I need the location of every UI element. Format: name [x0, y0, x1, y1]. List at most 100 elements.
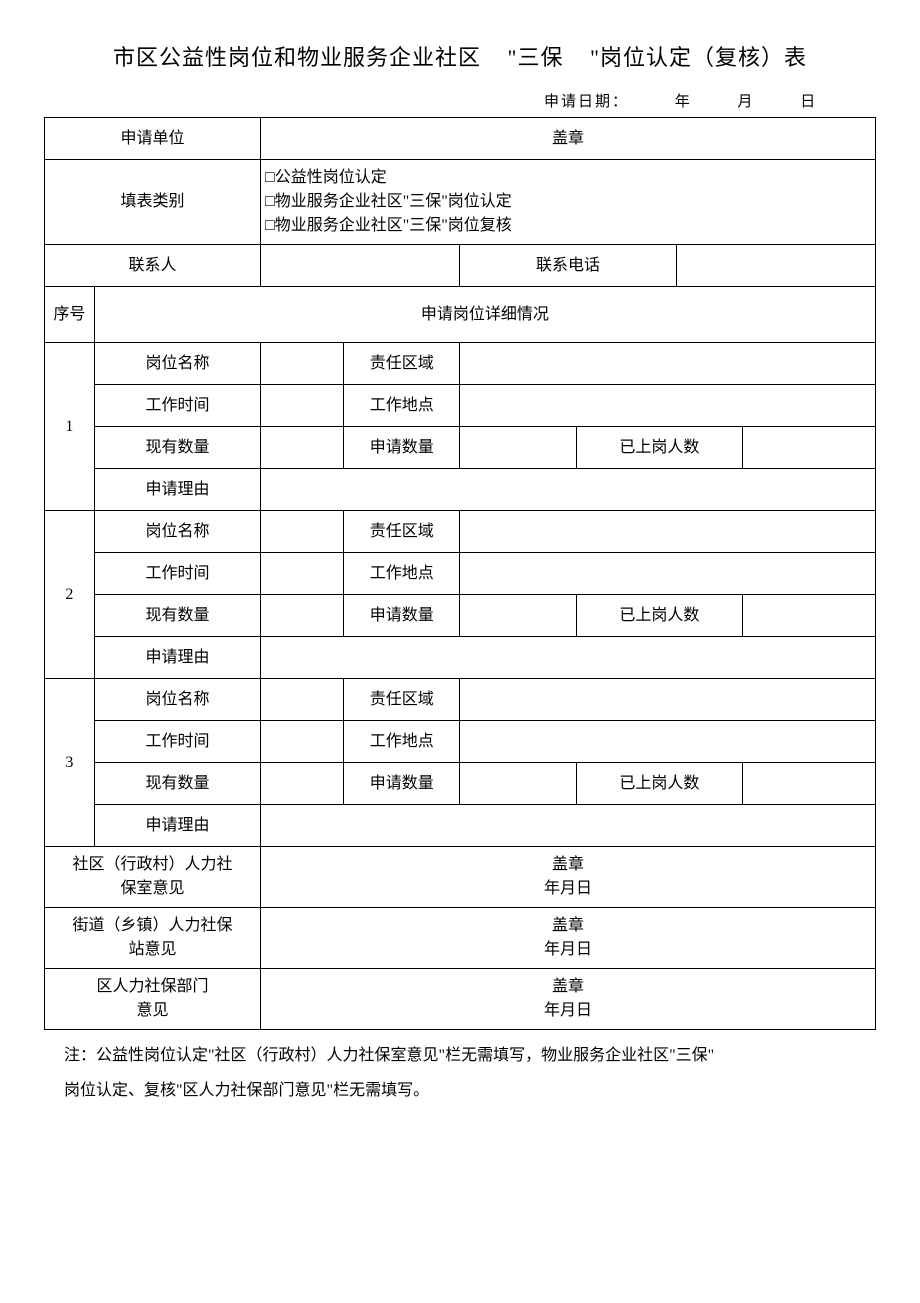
value-phone[interactable] — [676, 245, 875, 287]
pos2-row1: 2 岗位名称 责任区域 — [45, 511, 876, 553]
opinion3-label-l1: 区人力社保部门 — [49, 975, 256, 999]
footnote-line1: 注：公益性岗位认定"社区（行政村）人力社保室意见"栏无需填写，物业服务企业社区"… — [64, 1038, 856, 1073]
pos2-apply-count[interactable] — [460, 595, 576, 637]
footnote-line2: 岗位认定、复核"区人力社保部门意见"栏无需填写。 — [64, 1073, 856, 1108]
opinion2-label-l1: 街道（乡镇）人力社保 — [49, 914, 256, 938]
label-post-name: 岗位名称 — [94, 679, 260, 721]
label-applicant-unit: 申请单位 — [45, 118, 261, 160]
label-post-name: 岗位名称 — [94, 511, 260, 553]
opinion1-label: 社区（行政村）人力社 保室意见 — [45, 847, 261, 908]
label-details: 申请岗位详细情况 — [94, 287, 875, 343]
label-reason: 申请理由 — [94, 637, 260, 679]
label-work-time: 工作时间 — [94, 553, 260, 595]
label-seq: 序号 — [45, 287, 95, 343]
pos1-row4: 申请理由 — [45, 469, 876, 511]
pos3-row3: 现有数量 申请数量 已上岗人数 — [45, 763, 876, 805]
pos2-seq: 2 — [45, 511, 95, 679]
pos3-seq: 3 — [45, 679, 95, 847]
form-table: 申请单位 盖章 填表类别 □公益性岗位认定 □物业服务企业社区"三保"岗位认定 … — [44, 117, 876, 1030]
label-work-time: 工作时间 — [94, 385, 260, 427]
pos1-current-count[interactable] — [261, 427, 344, 469]
label-work-place: 工作地点 — [344, 385, 460, 427]
pos3-row4: 申请理由 — [45, 805, 876, 847]
application-date-line: 申请日期： 年 月 日 — [44, 90, 876, 111]
label-work-place: 工作地点 — [344, 721, 460, 763]
label-apply-count: 申请数量 — [344, 595, 460, 637]
page-title: 市区公益性岗位和物业服务企业社区 "三保 "岗位认定（复核）表 — [44, 40, 876, 72]
pos3-work-time[interactable] — [261, 721, 344, 763]
footnote: 注：公益性岗位认定"社区（行政村）人力社保室意见"栏无需填写，物业服务企业社区"… — [44, 1030, 876, 1108]
pos2-reason[interactable] — [261, 637, 876, 679]
opinion3-label: 区人力社保部门 意见 — [45, 969, 261, 1030]
pos1-seq: 1 — [45, 343, 95, 511]
opinion3-seal: 盖章 — [265, 975, 871, 999]
row-form-type: 填表类别 □公益性岗位认定 □物业服务企业社区"三保"岗位认定 □物业服务企业社… — [45, 160, 876, 245]
pos3-current-count[interactable] — [261, 763, 344, 805]
pos3-reason[interactable] — [261, 805, 876, 847]
pos2-work-time[interactable] — [261, 553, 344, 595]
opinion1-date: 年月日 — [265, 877, 871, 901]
pos2-resp-area[interactable] — [460, 511, 876, 553]
label-work-time: 工作时间 — [94, 721, 260, 763]
pos1-onboard-count[interactable] — [742, 427, 875, 469]
opinion1-label-l1: 社区（行政村）人力社 — [49, 853, 256, 877]
pos1-row3: 现有数量 申请数量 已上岗人数 — [45, 427, 876, 469]
label-resp-area: 责任区域 — [344, 511, 460, 553]
label-current-count: 现有数量 — [94, 595, 260, 637]
opinion3-value[interactable]: 盖章 年月日 — [261, 969, 876, 1030]
pos3-resp-area[interactable] — [460, 679, 876, 721]
label-onboard-count: 已上岗人数 — [576, 427, 742, 469]
pos2-row3: 现有数量 申请数量 已上岗人数 — [45, 595, 876, 637]
label-resp-area: 责任区域 — [344, 343, 460, 385]
label-contact: 联系人 — [45, 245, 261, 287]
opinion2-seal: 盖章 — [265, 914, 871, 938]
pos3-apply-count[interactable] — [460, 763, 576, 805]
checkbox-option-sanbao-certify[interactable]: □物业服务企业社区"三保"岗位认定 — [265, 190, 871, 214]
pos3-post-name[interactable] — [261, 679, 344, 721]
pos1-reason[interactable] — [261, 469, 876, 511]
label-reason: 申请理由 — [94, 805, 260, 847]
value-applicant-unit[interactable]: 盖章 — [261, 118, 876, 160]
pos1-resp-area[interactable] — [460, 343, 876, 385]
pos1-post-name[interactable] — [261, 343, 344, 385]
opinion3-label-l2: 意见 — [49, 999, 256, 1023]
pos1-apply-count[interactable] — [460, 427, 576, 469]
label-onboard-count: 已上岗人数 — [576, 595, 742, 637]
label-onboard-count: 已上岗人数 — [576, 763, 742, 805]
label-current-count: 现有数量 — [94, 763, 260, 805]
opinion1-seal: 盖章 — [265, 853, 871, 877]
pos2-post-name[interactable] — [261, 511, 344, 553]
pos1-row2: 工作时间 工作地点 — [45, 385, 876, 427]
value-form-type[interactable]: □公益性岗位认定 □物业服务企业社区"三保"岗位认定 □物业服务企业社区"三保"… — [261, 160, 876, 245]
opinion1-value[interactable]: 盖章 年月日 — [261, 847, 876, 908]
opinion3-date: 年月日 — [265, 999, 871, 1023]
opinion-row-2: 街道（乡镇）人力社保 站意见 盖章 年月日 — [45, 908, 876, 969]
label-apply-count: 申请数量 — [344, 763, 460, 805]
opinion1-label-l2: 保室意见 — [49, 877, 256, 901]
pos2-current-count[interactable] — [261, 595, 344, 637]
checkbox-option-public-welfare[interactable]: □公益性岗位认定 — [265, 166, 871, 190]
opinion2-date: 年月日 — [265, 938, 871, 962]
checkbox-option-sanbao-review[interactable]: □物业服务企业社区"三保"岗位复核 — [265, 214, 871, 238]
pos2-work-place[interactable] — [460, 553, 876, 595]
pos1-row1: 1 岗位名称 责任区域 — [45, 343, 876, 385]
pos3-work-place[interactable] — [460, 721, 876, 763]
pos2-onboard-count[interactable] — [742, 595, 875, 637]
pos3-onboard-count[interactable] — [742, 763, 875, 805]
value-contact[interactable] — [261, 245, 460, 287]
opinion2-label: 街道（乡镇）人力社保 站意见 — [45, 908, 261, 969]
label-work-place: 工作地点 — [344, 553, 460, 595]
opinion-row-3: 区人力社保部门 意见 盖章 年月日 — [45, 969, 876, 1030]
row-contact: 联系人 联系电话 — [45, 245, 876, 287]
label-phone: 联系电话 — [460, 245, 676, 287]
pos1-work-place[interactable] — [460, 385, 876, 427]
pos3-row2: 工作时间 工作地点 — [45, 721, 876, 763]
label-apply-count: 申请数量 — [344, 427, 460, 469]
row-applicant-unit: 申请单位 盖章 — [45, 118, 876, 160]
label-post-name: 岗位名称 — [94, 343, 260, 385]
label-current-count: 现有数量 — [94, 427, 260, 469]
label-reason: 申请理由 — [94, 469, 260, 511]
pos2-row4: 申请理由 — [45, 637, 876, 679]
pos1-work-time[interactable] — [261, 385, 344, 427]
opinion2-value[interactable]: 盖章 年月日 — [261, 908, 876, 969]
